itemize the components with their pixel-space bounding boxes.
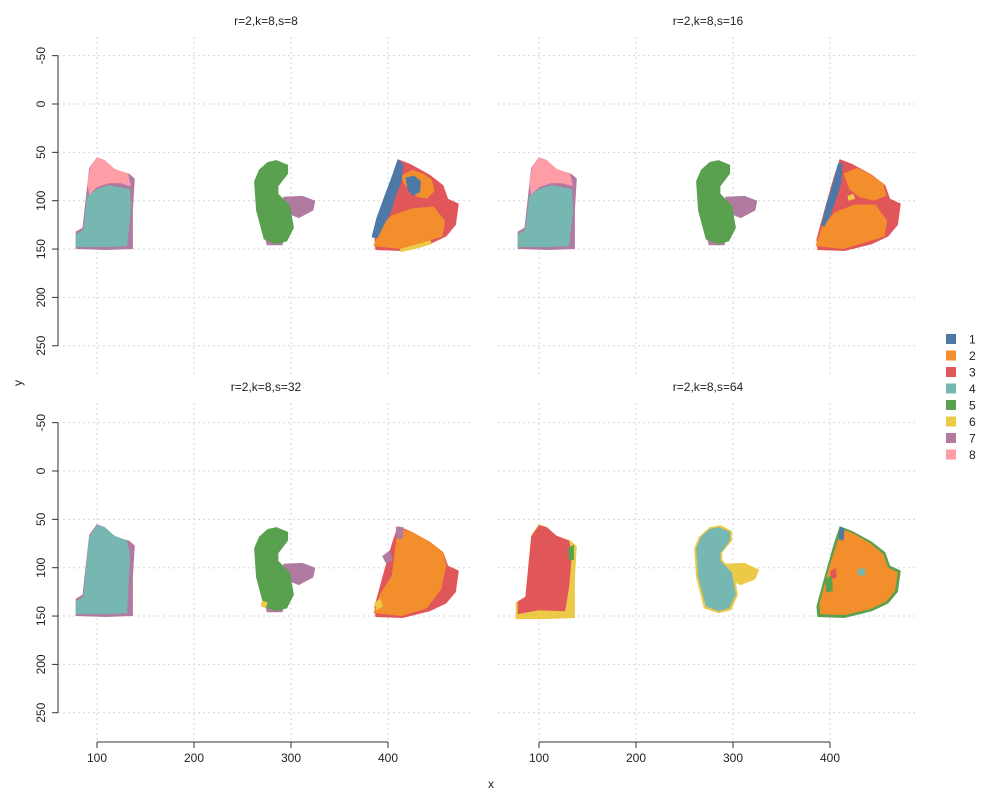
legend-swatch	[946, 449, 956, 460]
legend-swatch	[946, 416, 956, 427]
y-axis: -50 0 50 100 150 200 250	[34, 47, 59, 356]
legend-item-6: 6	[946, 415, 976, 429]
legend: 1 2 3 4 5 6 7 8	[946, 333, 976, 462]
panel-title: r=2,k=8,s=8	[234, 14, 298, 28]
cluster-6-region	[374, 598, 384, 611]
cluster-4-region	[75, 185, 131, 248]
x-axis: 100 200 300 400	[529, 741, 840, 765]
cluster-5-region	[254, 527, 294, 612]
legend-item-7: 7	[946, 432, 976, 446]
y-tick-label: 150	[34, 239, 48, 259]
y-tick-label: -50	[34, 414, 48, 432]
x-tick-label: 300	[281, 751, 301, 765]
x-tick-label: 400	[378, 751, 398, 765]
x-tick-label: 100	[529, 751, 549, 765]
panel-title: r=2,k=8,s=16	[673, 14, 744, 28]
legend-swatch	[946, 350, 956, 361]
legend-label: 8	[969, 448, 976, 462]
cluster-1-region	[405, 175, 421, 196]
legend-item-4: 4	[946, 382, 976, 396]
y-tick-label: 50	[34, 145, 48, 159]
legend-swatch	[946, 383, 956, 394]
cluster-4-region	[857, 567, 865, 576]
cluster-7-region	[395, 527, 404, 539]
legend-label: 2	[969, 349, 976, 363]
y-tick-label: 100	[34, 557, 48, 577]
cluster-5-region	[254, 160, 294, 245]
legend-item-5: 5	[946, 399, 976, 413]
legend-label: 5	[969, 399, 976, 413]
cluster-2-region	[373, 206, 446, 249]
cluster-4-region	[696, 527, 736, 612]
cluster-2-region	[373, 529, 447, 616]
cluster-3-region	[517, 525, 572, 615]
y-axis-title: y	[11, 380, 25, 386]
y-tick-label: 0	[34, 100, 48, 107]
legend-label: 7	[969, 432, 976, 446]
legend-label: 3	[969, 366, 976, 380]
cluster-5-region	[568, 544, 574, 560]
cluster-8-region	[529, 157, 573, 195]
x-axis: 100 200 300 400	[87, 741, 398, 765]
legend-item-3: 3	[946, 366, 976, 380]
x-axis-title: x	[488, 777, 494, 791]
panels-group: r=2,k=8,s=8 r=2,k=8,s=16 r=2,k=8,s=32 r=2,k…	[58, 14, 918, 740]
y-tick-label: 50	[34, 512, 48, 526]
panel-title: r=2,k=8,s=32	[231, 380, 302, 394]
cluster-6-region	[399, 240, 432, 252]
panel-1: r=2,k=8,s=8	[58, 14, 471, 374]
legend-swatch	[946, 367, 956, 377]
x-tick-label: 200	[626, 751, 646, 765]
cluster-1-region	[821, 162, 843, 227]
legend-swatch	[946, 400, 956, 410]
y-tick-label: 100	[34, 190, 48, 210]
cluster-5-region	[696, 160, 736, 245]
y-tick-label: 250	[34, 702, 48, 722]
x-tick-label: 400	[820, 751, 840, 765]
legend-label: 6	[969, 415, 976, 429]
y-tick-label: 0	[34, 467, 48, 474]
panel-3: r=2,k=8,s=32	[58, 380, 471, 740]
x-tick-label: 200	[184, 751, 204, 765]
legend-label: 4	[969, 382, 976, 396]
y-axis: -50 0 50 100 150 200 250	[34, 414, 59, 723]
y-tick-label: 150	[34, 606, 48, 626]
y-tick-label: 200	[34, 654, 48, 674]
legend-item-8: 8	[946, 448, 976, 462]
y-tick-label: -50	[34, 47, 48, 65]
cluster-2-region	[815, 204, 888, 249]
cluster-8-region	[87, 157, 131, 195]
panel-4: r=2,k=8,s=64	[498, 380, 918, 740]
legend-label: 1	[969, 333, 976, 347]
x-tick-label: 100	[87, 751, 107, 765]
x-tick-label: 300	[723, 751, 743, 765]
cluster-1-region	[371, 159, 404, 239]
legend-swatch	[946, 334, 956, 344]
cluster-6-region	[847, 193, 856, 201]
legend-swatch	[946, 433, 956, 443]
y-tick-label: 200	[34, 287, 48, 307]
panel-title: r=2,k=8,s=64	[673, 380, 744, 394]
cluster-7-region	[382, 550, 393, 564]
cluster-5-region	[825, 575, 833, 593]
y-tick-label: 250	[34, 335, 48, 355]
cluster-4-region	[517, 185, 573, 248]
cluster-6-region	[260, 600, 268, 609]
cluster-4-region	[75, 525, 130, 615]
cluster-2-region	[843, 167, 887, 201]
cluster-1-region	[838, 527, 845, 541]
axes-group: -50 0 50 100 150 200 250 -50 0 50 100 150 200 250 100 2…	[34, 47, 840, 765]
legend-item-2: 2	[946, 349, 976, 363]
legend-item-1: 1	[946, 333, 976, 347]
panel-2: r=2,k=8,s=16	[498, 14, 918, 374]
